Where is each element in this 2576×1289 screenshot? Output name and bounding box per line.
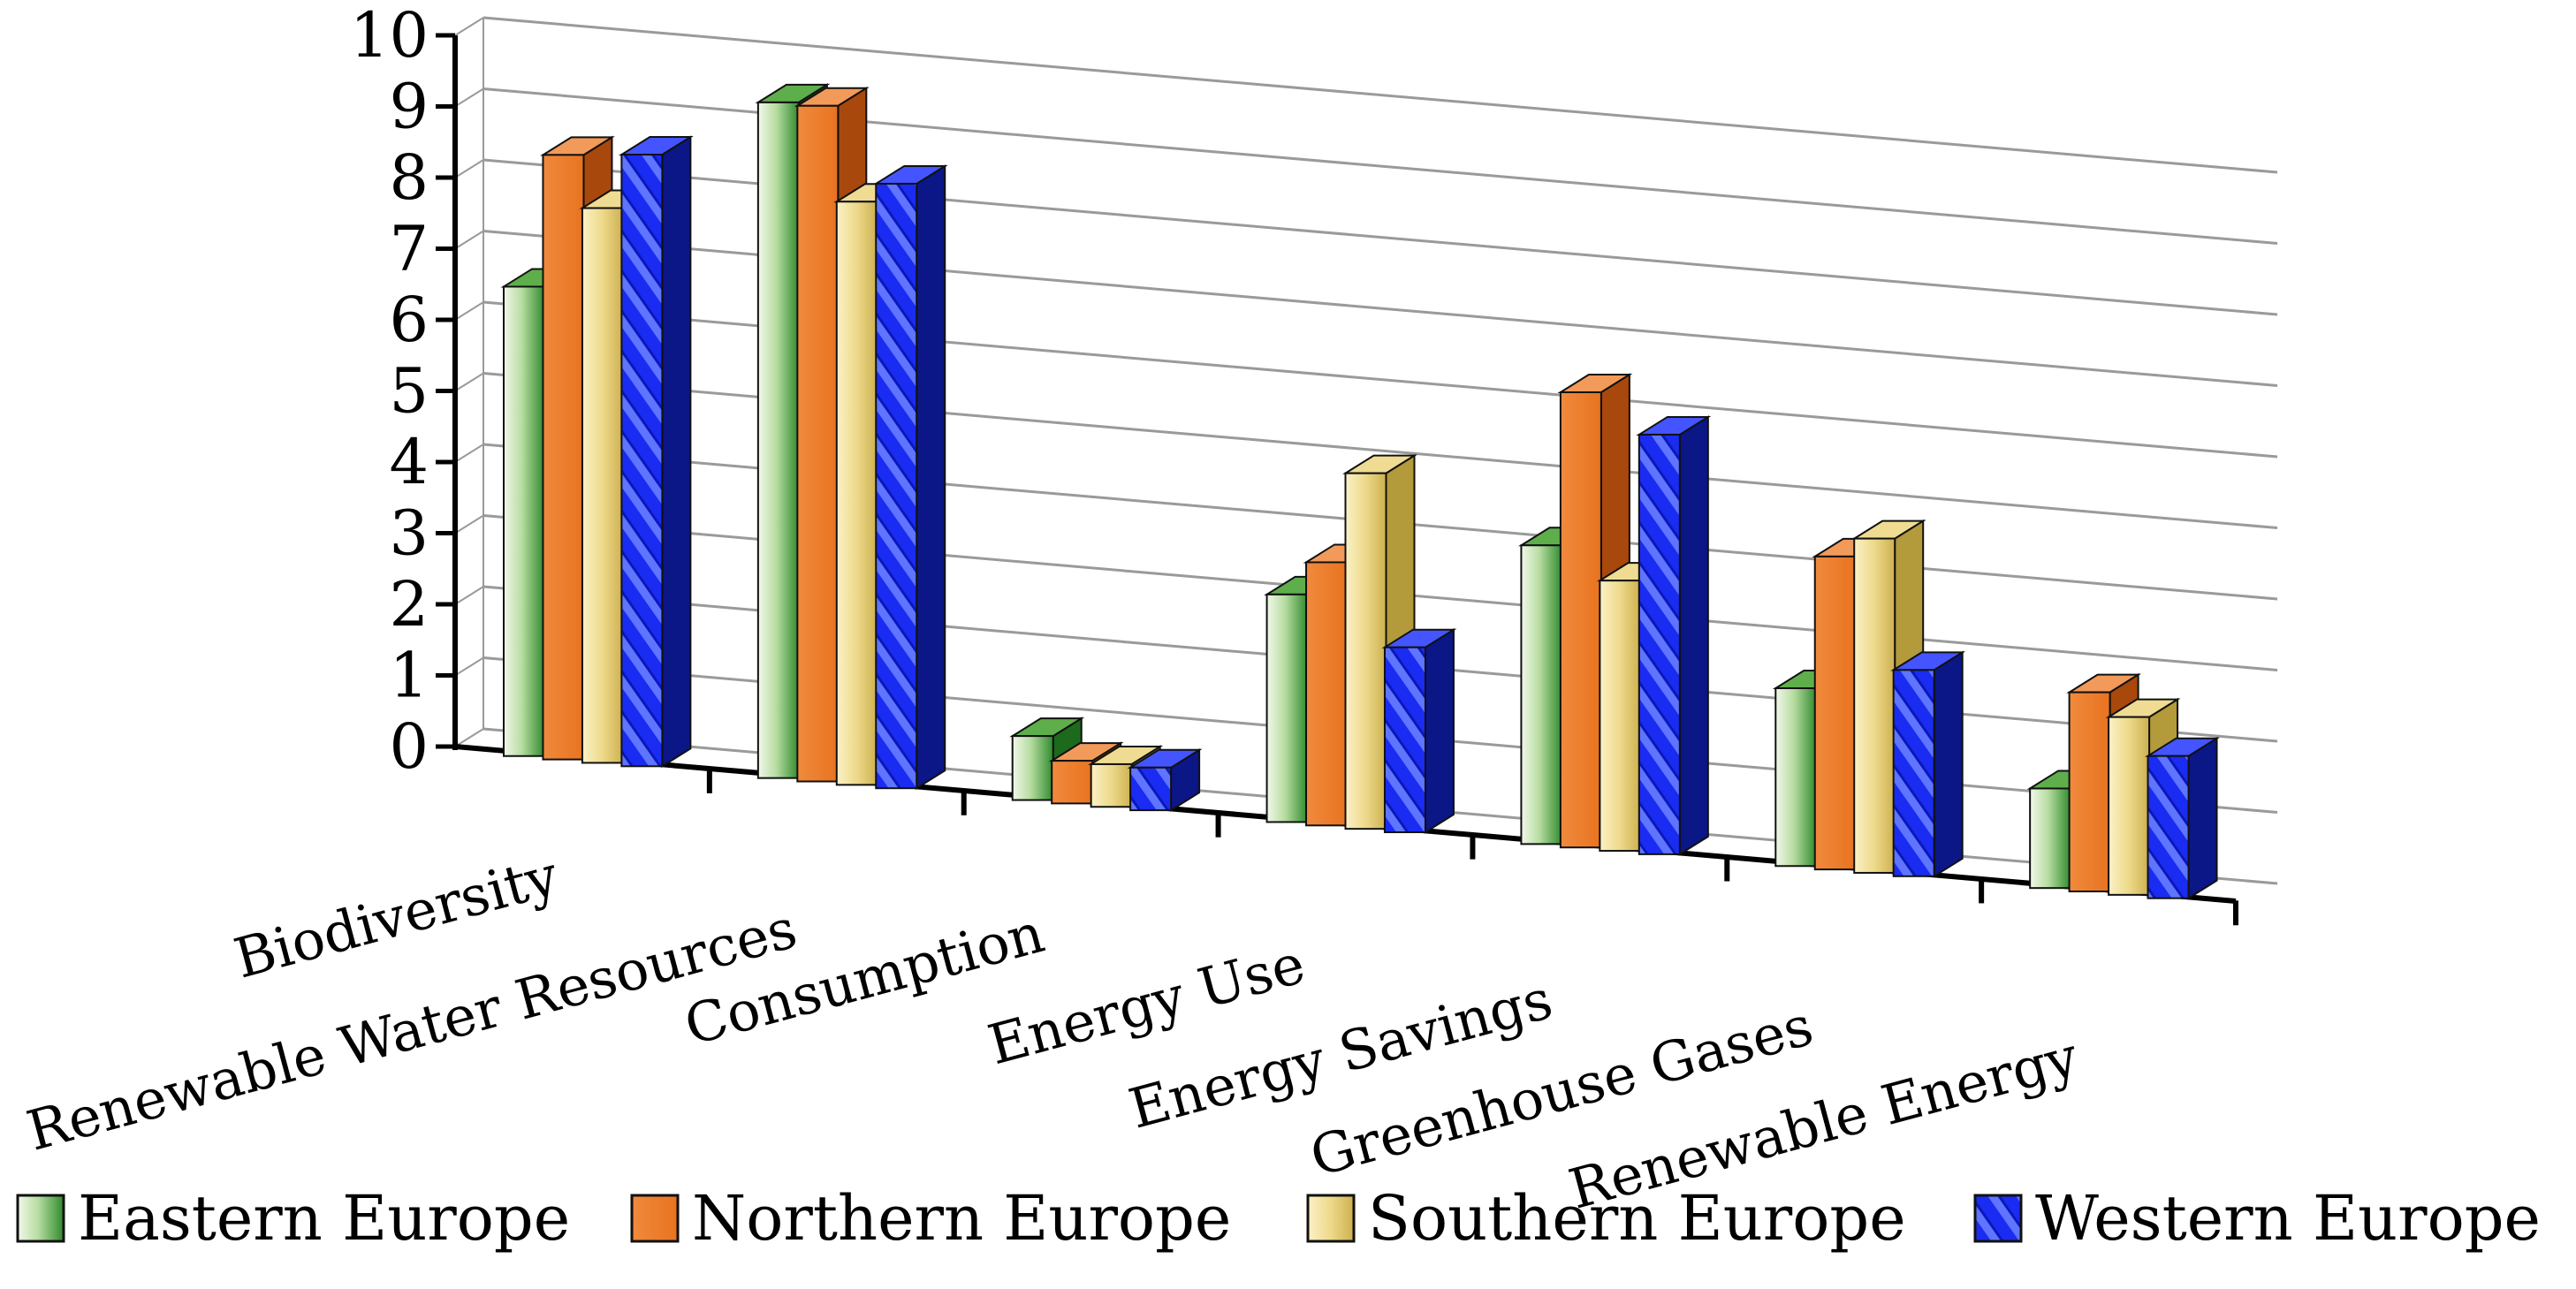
gridline-9 <box>483 87 2278 245</box>
bar-front <box>2108 716 2151 896</box>
bar-front <box>1305 561 1349 827</box>
legend-item-northern-europe: Northern Europe <box>630 1182 1231 1255</box>
bar-front <box>796 104 840 783</box>
legend: Eastern Europe Northern Europe Southern Eu… <box>16 1182 2541 1255</box>
bar-front <box>1813 555 1857 871</box>
bar-front <box>2147 754 2190 899</box>
y-tick-label: 4 <box>389 426 429 498</box>
bar-front <box>503 285 545 757</box>
gridline-wall-3 <box>454 514 484 535</box>
legend-label: Southern Europe <box>1368 1182 1906 1255</box>
bar-front <box>2068 691 2111 893</box>
bar-front <box>1774 687 1818 868</box>
bar-front <box>835 201 878 786</box>
bar-front <box>1559 391 1602 849</box>
bar-front <box>1129 766 1173 812</box>
bar-western-europe-greenhouse-gases <box>1890 650 1966 878</box>
bar-front <box>1265 593 1309 823</box>
gridline-8 <box>483 158 2278 316</box>
bar-side <box>2187 736 2218 900</box>
bar-front <box>1520 544 1563 845</box>
bar-front <box>1344 472 1387 830</box>
y-tick-label: 7 <box>389 213 429 285</box>
gridline-wall-9 <box>454 87 484 108</box>
bars <box>500 83 2221 900</box>
gridline-6 <box>483 300 2278 459</box>
bar-front <box>1892 669 1935 877</box>
bar-front <box>2029 787 2072 890</box>
bar-front <box>875 182 918 790</box>
bar-side <box>1424 627 1455 834</box>
y-tick-label: 8 <box>389 141 429 214</box>
legend-swatch <box>16 1194 65 1243</box>
bar-western-europe-energy-use <box>1381 627 1457 834</box>
bar-western-europe-renewable-energy <box>2145 736 2221 900</box>
bar-side <box>1678 415 1709 856</box>
y-tick-label: 1 <box>389 640 429 712</box>
gridline-wall-2 <box>454 586 484 605</box>
bar-western-europe-energy-savings <box>1636 415 1712 856</box>
bar-western-europe-biodiversity <box>618 135 694 769</box>
legend-swatch <box>630 1194 680 1243</box>
gridline-wall-1 <box>454 656 484 677</box>
bar-front <box>1051 760 1094 805</box>
gridline-wall-5 <box>454 372 484 392</box>
gridline-10 <box>483 16 2278 174</box>
y-tick-label: 2 <box>389 568 429 641</box>
gridline-wall-4 <box>454 444 484 463</box>
legend-swatch <box>1973 1194 2023 1243</box>
bar-western-europe-renewable-water-resources <box>872 164 948 790</box>
gridline-wall-6 <box>454 301 484 321</box>
gridline-wall-0 <box>454 728 484 747</box>
gridline-wall-10 <box>454 17 484 36</box>
bar-front <box>542 154 585 761</box>
gridline-wall-8 <box>454 159 484 178</box>
y-tick-label: 5 <box>389 355 429 428</box>
legend-swatch <box>1306 1194 1356 1243</box>
gridline-wall-7 <box>454 230 484 250</box>
bar-front <box>620 153 664 768</box>
bar-side <box>661 135 692 769</box>
bar-front <box>1599 580 1642 853</box>
legend-item-eastern-europe: Eastern Europe <box>16 1182 570 1255</box>
bar-side <box>1933 650 1964 878</box>
bar-front <box>1853 537 1896 874</box>
y-tick-label: 10 <box>350 0 429 72</box>
bar-side <box>916 164 946 790</box>
bar-front <box>581 207 624 764</box>
legend-item-western-europe: Western Europe <box>1973 1182 2541 1255</box>
y-tick-label: 6 <box>389 284 429 356</box>
bar-front <box>1011 735 1054 801</box>
y-tick-label: 3 <box>389 497 429 570</box>
bar-front <box>756 101 800 779</box>
legend-label: Eastern Europe <box>78 1182 570 1255</box>
gridline-7 <box>483 230 2278 387</box>
bar-western-europe-consumption <box>1127 747 1203 812</box>
bar-front <box>1638 433 1681 855</box>
legend-label: Western Europe <box>2035 1182 2541 1255</box>
bar-front <box>1383 646 1426 833</box>
y-tick-label: 0 <box>389 710 429 783</box>
y-tick-label: 9 <box>389 71 429 143</box>
legend-item-southern-europe: Southern Europe <box>1306 1182 1906 1255</box>
legend-label: Northern Europe <box>692 1182 1231 1255</box>
bar-front <box>1090 762 1133 808</box>
